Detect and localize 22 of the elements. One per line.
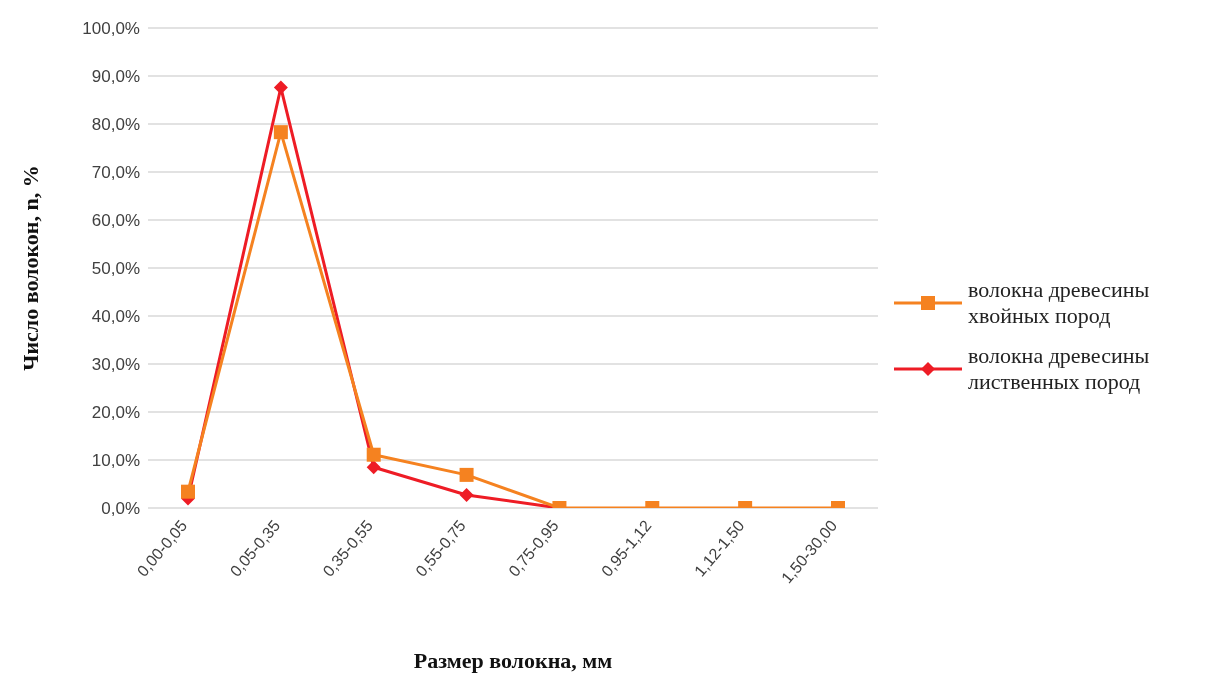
- point: [273, 80, 288, 95]
- x-axis-title: Размер волокна, мм: [413, 648, 613, 673]
- y-axis-title: Число волокон, n, %: [18, 165, 43, 371]
- y-tick-label: 0,0%: [101, 499, 140, 519]
- y-tick-label: 30,0%: [91, 355, 140, 375]
- y-tick-label: 60,0%: [91, 211, 140, 231]
- y-tick-label: 90,0%: [91, 67, 140, 87]
- y-tick-label: 50,0%: [91, 259, 140, 279]
- point: [366, 447, 381, 462]
- y-tick-label: 100,0%: [82, 19, 140, 39]
- y-tick-label: 70,0%: [91, 163, 140, 183]
- point: [273, 125, 288, 140]
- point: [459, 467, 474, 482]
- legend-label: волокна древесины хвойных пород: [968, 277, 1151, 329]
- point: [459, 488, 474, 503]
- legend-label: волокна древесины лиственных пород: [968, 343, 1151, 395]
- y-tick-label: 40,0%: [91, 307, 140, 327]
- point: [366, 460, 381, 475]
- y-tick-label: 20,0%: [91, 403, 140, 423]
- y-tick-label: 10,0%: [91, 451, 140, 471]
- y-tick-label: 80,0%: [91, 115, 140, 135]
- point: [181, 484, 195, 499]
